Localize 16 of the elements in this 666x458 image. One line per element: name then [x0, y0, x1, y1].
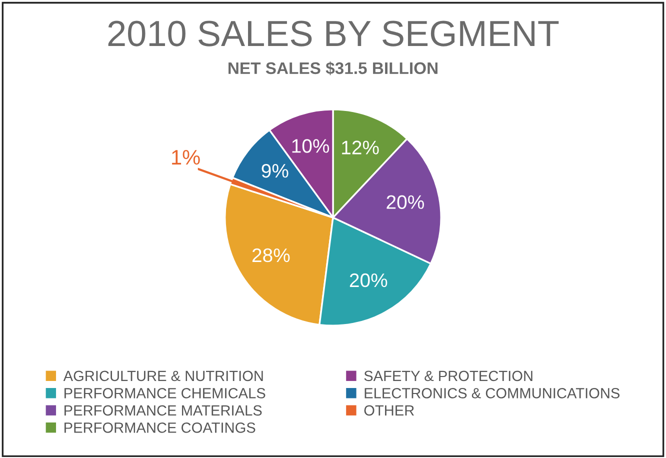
legend-label: AGRICULTURE & NUTRITION [63, 370, 263, 382]
data-label: 10% [292, 139, 330, 153]
data-label: 12% [342, 140, 379, 154]
data-label: 9% [262, 164, 288, 178]
chart-title: 2010 SALES BY SEGMENT [108, 20, 559, 46]
chart-subtitle: NET SALES $31.5 BILLION [228, 62, 438, 76]
data-label: 28% [252, 248, 290, 262]
data-label: 20% [350, 273, 388, 288]
legend-label: PERFORMANCE CHEMICALS [64, 388, 266, 398]
legend-label: ELECTRONICS & COMMUNICATIONS [364, 388, 620, 398]
legend-label: PERFORMANCE COATINGS [64, 422, 256, 433]
data-label: 20% [386, 195, 424, 209]
legend-label: SAFETY & PROTECTION [364, 370, 532, 382]
data-label: 1% [172, 150, 200, 165]
legend-label: PERFORMANCE MATERIALS [64, 405, 262, 416]
legend-label: OTHER [364, 405, 414, 416]
